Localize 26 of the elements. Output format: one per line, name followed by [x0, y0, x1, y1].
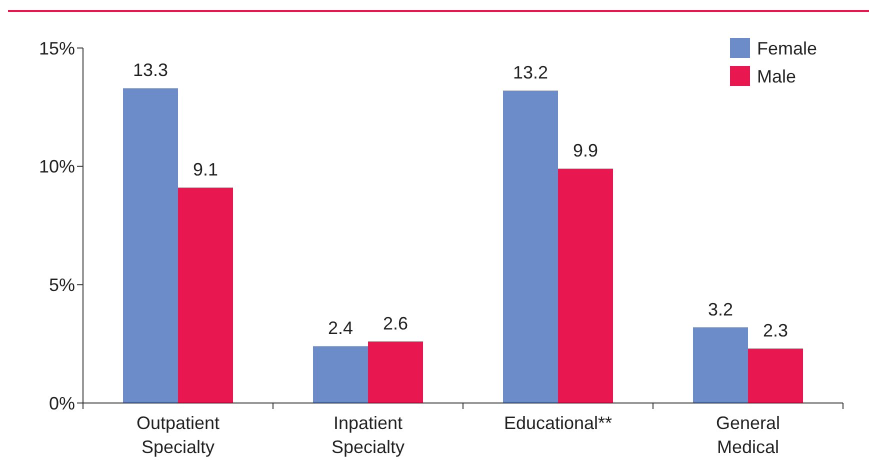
bar: [503, 90, 558, 403]
y-tick-label: 15%: [38, 38, 75, 58]
x-tick-label: Outpatient Specialty: [136, 413, 220, 457]
bar: [558, 168, 613, 403]
x-tick-label: Educational**: [504, 413, 612, 433]
bar: [178, 188, 233, 403]
bar: [693, 327, 748, 403]
legend-label: Female: [757, 38, 818, 58]
y-tick-label: 5%: [48, 274, 75, 295]
data-label: 13.3: [132, 60, 168, 80]
data-label: 9.9: [572, 140, 598, 161]
data-label: 2.4: [328, 318, 354, 338]
x-tick-label: Inpatient Specialty: [331, 413, 405, 457]
bar: [123, 88, 178, 403]
bar: [313, 346, 368, 403]
bar: [368, 341, 423, 403]
x-tick-label: General Medical: [716, 413, 780, 457]
legend-label: Male: [757, 66, 796, 86]
data-label: 13.2: [512, 62, 548, 83]
data-label: 2.6: [382, 313, 408, 334]
data-label: 3.2: [708, 299, 734, 320]
data-label: 2.3: [762, 320, 788, 341]
y-tick-label: 10%: [38, 156, 75, 177]
y-tick-label: 0%: [48, 393, 75, 414]
data-label: 9.1: [192, 160, 218, 180]
bar: [748, 348, 803, 403]
